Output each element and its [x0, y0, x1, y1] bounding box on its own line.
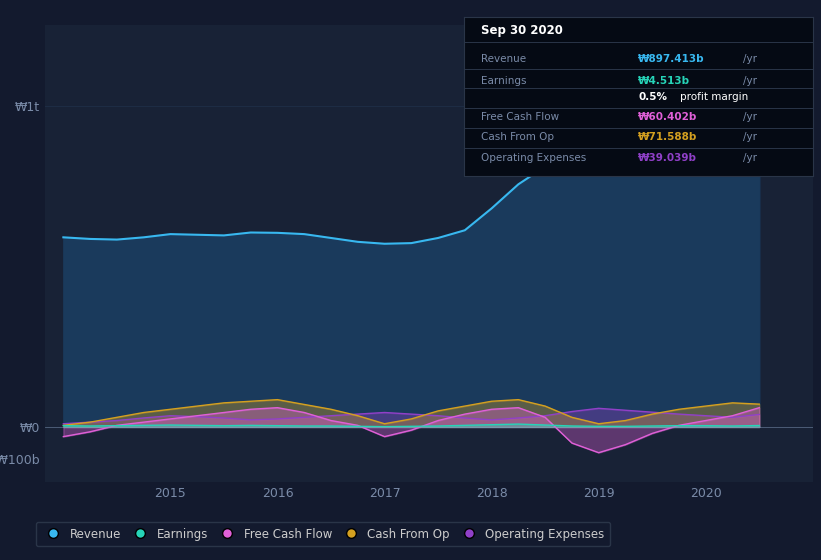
Text: Earnings: Earnings: [481, 76, 527, 86]
Text: ₩39.039b: ₩39.039b: [639, 153, 697, 163]
Text: /yr: /yr: [743, 76, 757, 86]
Text: ₩4.513b: ₩4.513b: [639, 76, 690, 86]
Text: /yr: /yr: [743, 132, 757, 142]
Text: ₩71.588b: ₩71.588b: [639, 132, 698, 142]
Text: Cash From Op: Cash From Op: [481, 132, 554, 142]
Text: profit margin: profit margin: [680, 92, 749, 102]
Text: /yr: /yr: [743, 111, 757, 122]
Text: 0.5%: 0.5%: [639, 92, 667, 102]
Text: /yr: /yr: [743, 54, 757, 64]
Text: Free Cash Flow: Free Cash Flow: [481, 111, 559, 122]
Text: Sep 30 2020: Sep 30 2020: [481, 24, 563, 37]
Legend: Revenue, Earnings, Free Cash Flow, Cash From Op, Operating Expenses: Revenue, Earnings, Free Cash Flow, Cash …: [35, 521, 610, 547]
Text: Revenue: Revenue: [481, 54, 526, 64]
Text: Operating Expenses: Operating Expenses: [481, 153, 586, 163]
Text: ₩897.413b: ₩897.413b: [639, 54, 705, 64]
Text: ₩60.402b: ₩60.402b: [639, 111, 698, 122]
Text: /yr: /yr: [743, 153, 757, 163]
